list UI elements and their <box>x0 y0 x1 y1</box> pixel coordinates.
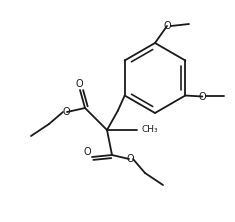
Text: CH₃: CH₃ <box>142 125 159 135</box>
Text: O: O <box>163 21 171 31</box>
Text: O: O <box>199 91 206 101</box>
Text: O: O <box>62 107 70 117</box>
Text: O: O <box>126 154 134 164</box>
Text: O: O <box>83 147 91 157</box>
Text: O: O <box>75 79 83 89</box>
